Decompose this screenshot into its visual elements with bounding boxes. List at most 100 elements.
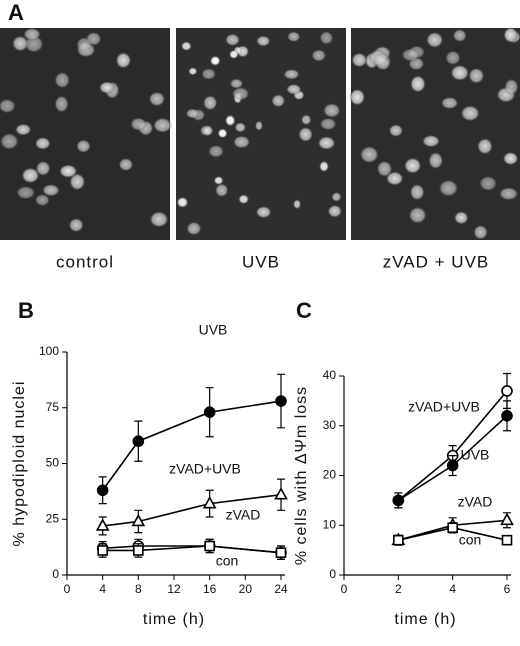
- nucleus: [385, 171, 404, 186]
- nucleus: [409, 183, 425, 201]
- nucleus: [23, 27, 41, 41]
- nucleus: [214, 183, 229, 198]
- y-axis-label: % hypodiploid nuclei: [11, 381, 28, 547]
- x-tick-label: 4: [99, 582, 106, 596]
- marker: [392, 494, 405, 507]
- series-line: [102, 545, 282, 554]
- nucleus: [311, 49, 327, 62]
- series-label: UVB: [461, 447, 490, 463]
- series-label: zVAD+UVB: [408, 399, 480, 415]
- x-tick-label: 4: [449, 582, 456, 596]
- nucleus: [298, 126, 313, 143]
- nucleus: [201, 68, 217, 80]
- nucleus: [14, 123, 32, 136]
- nucleus: [410, 75, 426, 93]
- nucleus: [199, 124, 214, 137]
- series-label: UVB: [199, 322, 228, 338]
- series-line: [102, 400, 282, 491]
- nucleus: [401, 48, 420, 62]
- nucleus: [217, 128, 228, 139]
- nucleus: [450, 64, 470, 81]
- nucleus: [149, 211, 169, 228]
- nucleus: [468, 67, 485, 84]
- nucleus: [256, 35, 271, 47]
- nucleus: [286, 83, 302, 95]
- x-tick-label: 12: [167, 582, 181, 596]
- nucleus: [152, 117, 173, 134]
- nucleus: [229, 49, 239, 60]
- nucleus: [372, 52, 392, 69]
- nucleus: [0, 132, 19, 150]
- y-tick-label: 40: [323, 368, 337, 382]
- nucleus: [408, 206, 427, 224]
- nucleus: [502, 151, 519, 166]
- series-line: [102, 493, 282, 527]
- nucleus: [209, 55, 221, 66]
- nucleus: [293, 199, 302, 210]
- nucleus: [473, 224, 488, 240]
- nucleus: [185, 108, 200, 119]
- nucleus: [148, 91, 166, 107]
- nucleus: [238, 194, 250, 205]
- marker: [275, 395, 287, 407]
- nucleus: [176, 196, 189, 209]
- nucleus: [232, 135, 251, 149]
- marker: [501, 385, 513, 397]
- nucleus: [130, 117, 147, 131]
- nucleus: [231, 86, 250, 101]
- nucleus: [12, 35, 29, 52]
- y-tick-label: 75: [46, 400, 60, 414]
- nucleus: [41, 184, 60, 197]
- nucleus: [68, 217, 84, 233]
- nucleus: [54, 71, 71, 89]
- nucleus: [188, 67, 198, 76]
- marker: [447, 522, 458, 534]
- x-tick-label: 20: [239, 582, 253, 596]
- series-label: con: [216, 553, 239, 569]
- panel-letter: C: [296, 298, 312, 323]
- nucleus: [69, 172, 86, 191]
- marker: [133, 545, 144, 556]
- marker: [393, 534, 404, 546]
- x-tick-label: 8: [135, 582, 142, 596]
- nucleus: [76, 139, 91, 153]
- nucleus: [202, 95, 218, 111]
- y-tick-label: 30: [323, 418, 337, 432]
- x-tick-label: 6: [504, 582, 511, 596]
- nucleus: [445, 50, 461, 66]
- series-label: con: [459, 532, 482, 548]
- nucleus: [503, 27, 518, 43]
- nucleus: [115, 52, 132, 69]
- marker: [132, 435, 145, 448]
- panel-letter: A: [8, 0, 24, 25]
- caption: zVAD + UVB: [383, 252, 490, 271]
- nucleus: [440, 96, 459, 110]
- y-tick-label: 0: [329, 567, 336, 581]
- nucleus: [319, 117, 337, 131]
- nucleus: [271, 94, 286, 108]
- nucleus: [452, 28, 467, 43]
- caption: control: [56, 252, 114, 271]
- nucleus: [118, 157, 134, 172]
- nucleus: [319, 160, 330, 173]
- nucleus: [254, 120, 263, 131]
- nucleus: [213, 176, 224, 185]
- nucleus: [300, 114, 312, 126]
- nucleus: [16, 185, 36, 200]
- marker: [131, 513, 146, 527]
- nucleus: [351, 52, 368, 68]
- nucleus: [54, 95, 69, 113]
- nucleus: [180, 41, 192, 52]
- nucleus: [229, 78, 244, 89]
- marker: [446, 459, 459, 472]
- marker: [203, 406, 216, 419]
- panel-letter: B: [18, 298, 34, 323]
- nucleus: [331, 191, 342, 202]
- x-tick-label: 24: [274, 582, 288, 596]
- x-axis-label: time (h): [143, 611, 205, 628]
- marker: [274, 487, 288, 500]
- y-tick-label: 50: [46, 456, 60, 470]
- marker: [204, 540, 215, 552]
- y-tick-label: 20: [323, 468, 337, 482]
- x-tick-label: 0: [64, 582, 71, 596]
